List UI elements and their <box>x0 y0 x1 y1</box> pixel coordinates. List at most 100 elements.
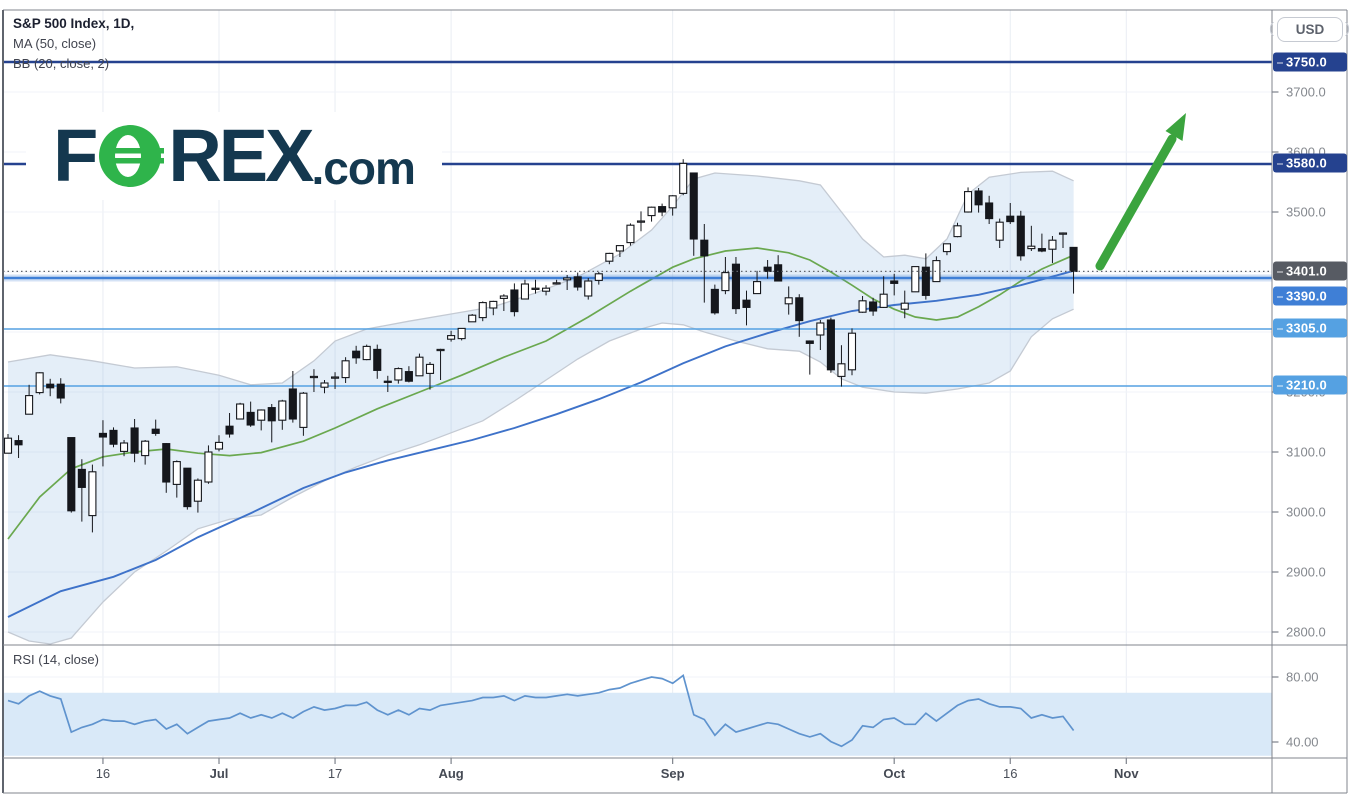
candle[interactable] <box>130 419 139 463</box>
candle[interactable] <box>974 188 983 213</box>
candle[interactable] <box>172 460 181 498</box>
candle[interactable] <box>77 459 86 522</box>
candle[interactable] <box>352 345 361 364</box>
candle[interactable] <box>109 427 118 448</box>
candle[interactable] <box>1048 236 1057 263</box>
candle[interactable] <box>330 372 340 389</box>
candle[interactable] <box>541 285 551 296</box>
candle[interactable] <box>257 409 266 431</box>
candle[interactable] <box>468 314 477 323</box>
candle[interactable] <box>3 434 13 454</box>
candle[interactable] <box>995 218 1004 248</box>
currency-toggle-button[interactable]: USD <box>1277 17 1343 42</box>
candle[interactable] <box>837 345 846 387</box>
candle[interactable] <box>415 353 424 377</box>
candle[interactable] <box>510 283 519 317</box>
candle[interactable] <box>520 279 530 300</box>
candle[interactable] <box>183 467 192 510</box>
candle[interactable] <box>858 296 867 313</box>
candle[interactable] <box>404 366 413 383</box>
candle[interactable] <box>647 206 656 222</box>
candle[interactable] <box>1069 246 1078 294</box>
candle[interactable] <box>362 344 371 361</box>
candle[interactable] <box>731 257 741 314</box>
candle[interactable] <box>236 402 245 420</box>
candle[interactable] <box>584 278 593 300</box>
candle[interactable] <box>594 272 603 285</box>
candle[interactable] <box>752 270 762 295</box>
candle[interactable] <box>193 478 202 513</box>
candle[interactable] <box>985 195 994 224</box>
candle[interactable] <box>953 222 962 238</box>
candle[interactable] <box>890 273 899 296</box>
candle[interactable] <box>225 413 234 438</box>
candle[interactable] <box>120 440 129 457</box>
candle[interactable] <box>56 378 65 404</box>
candle[interactable] <box>1027 225 1036 251</box>
candle[interactable] <box>900 290 909 319</box>
candle[interactable] <box>67 437 76 513</box>
candle[interactable] <box>1058 232 1068 248</box>
candle[interactable] <box>320 380 329 394</box>
candle[interactable] <box>795 294 804 337</box>
candle[interactable] <box>963 187 973 213</box>
candle[interactable] <box>774 255 783 282</box>
candle[interactable] <box>299 392 308 436</box>
candle[interactable] <box>700 224 709 303</box>
candle[interactable] <box>605 252 614 265</box>
candle[interactable] <box>478 301 487 322</box>
candle[interactable] <box>816 320 825 350</box>
candle[interactable] <box>383 375 392 392</box>
candle[interactable] <box>457 327 466 341</box>
candle[interactable] <box>668 195 677 216</box>
candle[interactable] <box>710 284 719 315</box>
candle[interactable] <box>826 317 835 373</box>
candle[interactable] <box>425 362 435 390</box>
candle[interactable] <box>531 279 540 294</box>
candle[interactable] <box>1016 210 1025 261</box>
candle[interactable] <box>14 435 23 458</box>
candle[interactable] <box>679 159 688 196</box>
candle[interactable] <box>658 203 667 217</box>
candle[interactable] <box>98 420 107 467</box>
candle[interactable] <box>373 344 382 379</box>
candle[interactable] <box>911 266 920 293</box>
candle[interactable] <box>25 384 34 415</box>
candle[interactable] <box>552 279 561 285</box>
candle[interactable] <box>214 435 224 452</box>
candle[interactable] <box>35 372 44 395</box>
candle[interactable] <box>573 272 582 291</box>
candle[interactable] <box>204 445 213 484</box>
candle[interactable] <box>267 404 276 443</box>
candle[interactable] <box>278 399 287 430</box>
candle[interactable] <box>309 369 319 392</box>
candle[interactable] <box>615 245 624 257</box>
candle[interactable] <box>942 243 952 256</box>
candle[interactable] <box>932 256 941 283</box>
candle[interactable] <box>288 371 297 423</box>
candle[interactable] <box>636 211 646 232</box>
candle[interactable] <box>141 440 150 465</box>
trend-arrow[interactable] <box>1095 113 1186 271</box>
candle[interactable] <box>742 290 751 326</box>
candle[interactable] <box>436 348 445 380</box>
candle[interactable] <box>489 300 498 316</box>
candle[interactable] <box>869 297 878 316</box>
candle[interactable] <box>394 367 403 384</box>
candle[interactable] <box>626 223 635 246</box>
candle[interactable] <box>151 419 160 436</box>
candle[interactable] <box>162 443 171 493</box>
candle[interactable] <box>1037 233 1046 253</box>
candle[interactable] <box>341 357 350 383</box>
candle[interactable] <box>879 276 888 308</box>
candle[interactable] <box>784 286 793 315</box>
candle[interactable] <box>88 464 97 533</box>
candle[interactable] <box>921 253 930 300</box>
candle[interactable] <box>447 330 456 342</box>
candle[interactable] <box>1006 203 1015 224</box>
candle[interactable] <box>563 275 572 290</box>
candle[interactable] <box>763 260 772 279</box>
candle[interactable] <box>847 328 857 376</box>
candle[interactable] <box>46 378 55 397</box>
